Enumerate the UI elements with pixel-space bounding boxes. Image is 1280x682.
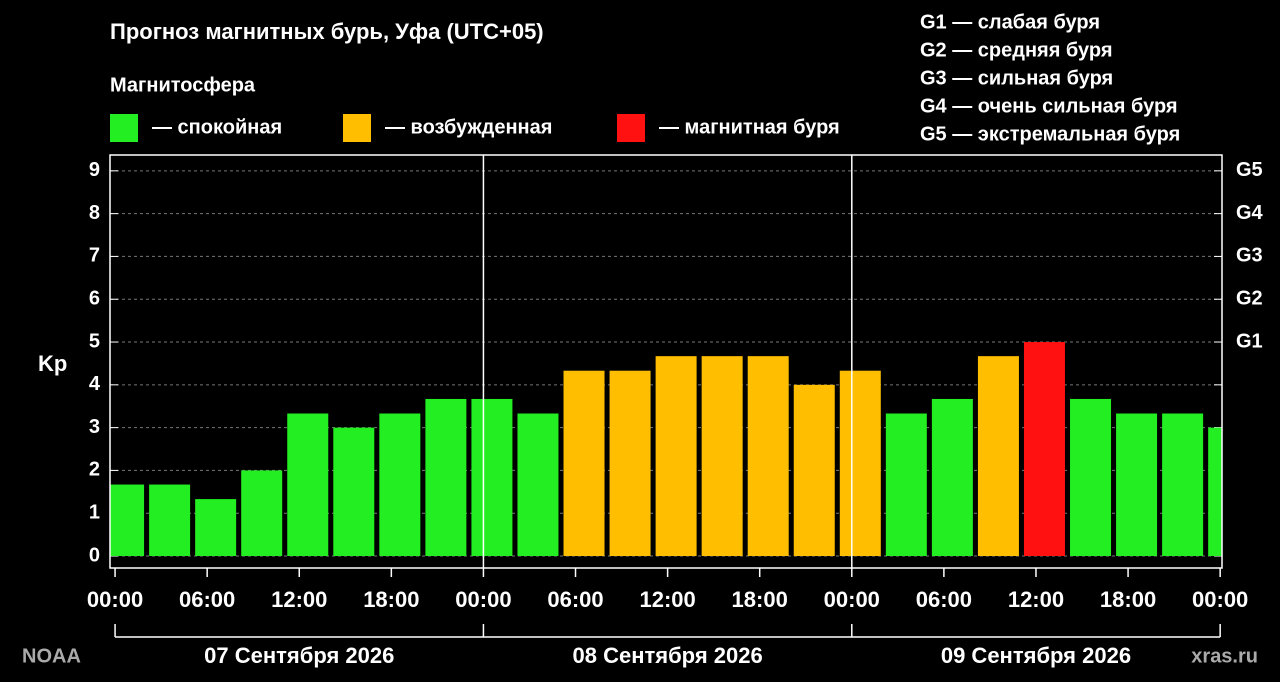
bar [747, 356, 789, 557]
bar [1023, 342, 1065, 557]
bar [425, 398, 467, 557]
bar [793, 384, 835, 557]
legend-swatch [617, 114, 645, 142]
y-tick-label: 2 [89, 459, 100, 481]
g-scale-note: G1 — слабая буря [920, 11, 1100, 33]
bar [701, 356, 743, 557]
bar [287, 413, 329, 557]
y-tick-label: 4 [89, 373, 101, 395]
bar [110, 484, 145, 557]
bar [655, 356, 697, 557]
bar [1070, 398, 1112, 557]
bar [1116, 413, 1158, 557]
chart-title: Прогноз магнитных бурь, Уфа (UTC+05) [110, 19, 544, 44]
y2-tick-label: G4 [1236, 202, 1264, 224]
x-tick-label: 00:00 [824, 587, 880, 612]
x-tick-label: 00:00 [455, 587, 511, 612]
bar [471, 398, 513, 557]
x-tick-label: 06:00 [547, 587, 603, 612]
x-tick-label: 06:00 [916, 587, 972, 612]
x-tick-label: 00:00 [87, 587, 143, 612]
g-scale-note: G3 — сильная буря [920, 67, 1113, 89]
x-tick-label: 12:00 [639, 587, 695, 612]
legend-swatch [343, 114, 371, 142]
legend-label: — магнитная буря [659, 116, 840, 138]
day-label: 07 Сентября 2026 [204, 643, 394, 668]
legend-title: Магнитосфера [110, 74, 256, 96]
g-scale-note: G5 — экстремальная буря [920, 123, 1180, 145]
x-tick-label: 00:00 [1192, 587, 1248, 612]
day-label: 08 Сентября 2026 [572, 643, 762, 668]
bar [839, 370, 881, 557]
y-axis-label: Kp [38, 351, 67, 376]
x-tick-label: 06:00 [179, 587, 235, 612]
plot-frame [109, 154, 1223, 569]
g-scale-note: G4 — очень сильная буря [920, 95, 1178, 117]
y2-tick-label: G1 [1236, 330, 1263, 352]
y2-tick-label: G2 [1236, 288, 1263, 310]
bar [1208, 427, 1222, 557]
legend-label: — спокойная [152, 116, 282, 138]
bars [110, 342, 1222, 557]
y-tick-label: 6 [89, 288, 100, 310]
y-tick-label: 3 [89, 416, 100, 438]
bar [977, 356, 1019, 557]
day-label: 09 Сентября 2026 [941, 643, 1131, 668]
bar [333, 427, 375, 557]
y-tick-label: 8 [89, 202, 100, 224]
legend-label: — возбужденная [385, 116, 552, 138]
bar [517, 413, 559, 557]
bar [563, 370, 605, 557]
y2-tick-label: G5 [1236, 159, 1263, 181]
bar [241, 470, 283, 557]
y-tick-label: 7 [89, 245, 100, 267]
x-tick-label: 18:00 [1100, 587, 1156, 612]
y-tick-label: 5 [89, 330, 100, 352]
bar [609, 370, 651, 557]
x-tick-label: 12:00 [1008, 587, 1064, 612]
source: NOAA [22, 645, 81, 667]
g-scale-note: G2 — средняя буря [920, 39, 1113, 61]
y-tick-label: 9 [89, 159, 100, 181]
bar [195, 499, 237, 557]
bar [149, 484, 191, 557]
x-tick-label: 18:00 [732, 587, 788, 612]
bar [931, 398, 973, 557]
bar [379, 413, 421, 557]
y-tick-label: 1 [89, 501, 100, 523]
y-tick-label: 0 [89, 544, 100, 566]
bar [1162, 413, 1204, 557]
x-tick-label: 12:00 [271, 587, 327, 612]
bar [885, 413, 927, 557]
source: xras.ru [1191, 645, 1258, 667]
x-tick-label: 18:00 [363, 587, 419, 612]
y2-tick-label: G3 [1236, 245, 1263, 267]
legend-swatch [110, 114, 138, 142]
